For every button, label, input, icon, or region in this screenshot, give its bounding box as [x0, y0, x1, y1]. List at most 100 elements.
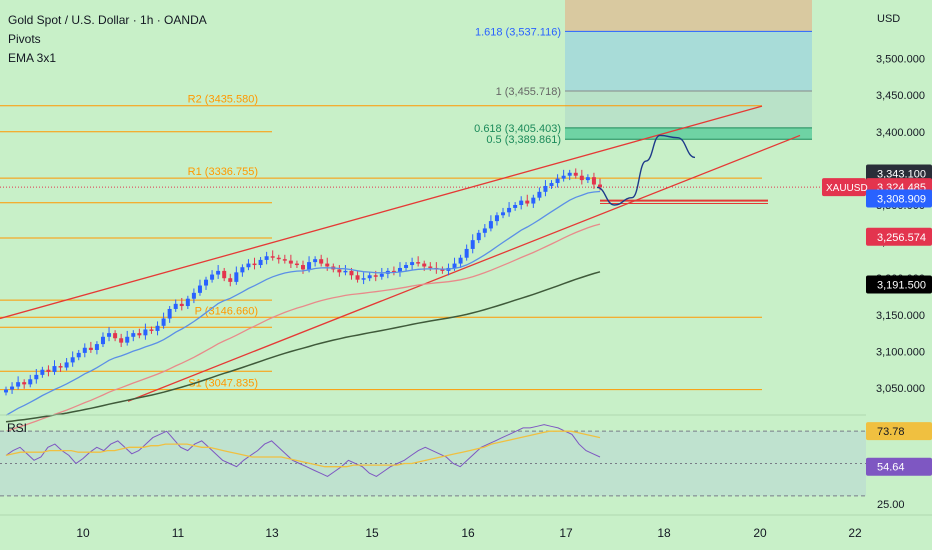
- chart-legend: Gold Spot / U.S. Dollar · 1h · OANDA Piv…: [8, 11, 207, 68]
- ema-mid-line: [5, 223, 601, 433]
- candle-body: [440, 269, 445, 271]
- candle-body: [28, 379, 33, 385]
- price-label-box: [866, 227, 932, 246]
- candle-body: [46, 369, 51, 372]
- candle-body: [307, 262, 312, 270]
- x-tick-label: 13: [265, 526, 279, 540]
- candle-body: [64, 362, 69, 368]
- candle-body: [555, 178, 560, 184]
- x-tick-label: 22: [848, 526, 862, 540]
- candle-body: [100, 336, 105, 345]
- fib-0618-zone: [565, 127, 812, 140]
- symbol-title[interactable]: Gold Spot / U.S. Dollar · 1h · OANDA: [8, 13, 207, 27]
- price-label-box: [866, 275, 932, 294]
- candle-body: [549, 183, 554, 186]
- rsi-value-label: 54.64: [877, 462, 905, 474]
- x-tick-label: 18: [657, 526, 671, 540]
- candle-body: [519, 200, 524, 205]
- ema-slow-line: [5, 271, 601, 423]
- ema-indicator-label[interactable]: EMA 3x1: [8, 51, 57, 65]
- candle-body: [125, 336, 130, 343]
- candle-body: [34, 374, 39, 380]
- rsi-line: [5, 424, 601, 477]
- symbol-tag: XAUUSD: [826, 183, 868, 194]
- candle-body: [537, 191, 542, 198]
- price-label: 3,191.500: [877, 279, 926, 291]
- candle-body: [228, 278, 233, 282]
- candle-body: [301, 265, 305, 270]
- candle-body: [10, 386, 15, 390]
- candle-body: [119, 338, 124, 343]
- y-tick-label: 3,500.000: [876, 54, 925, 66]
- candle-body: [361, 278, 366, 280]
- price-label-box: [866, 189, 932, 208]
- candle-body: [197, 285, 202, 293]
- candle-body: [258, 259, 263, 266]
- candle-body: [452, 263, 457, 268]
- candle-body: [113, 333, 118, 339]
- candle-body: [191, 292, 196, 299]
- pivot-label: P (3146.660): [195, 305, 258, 317]
- x-tick-label: 16: [461, 526, 475, 540]
- candle-body: [216, 270, 221, 275]
- candle-body: [482, 228, 487, 233]
- candle-body: [494, 215, 499, 222]
- x-tick-label: 15: [365, 526, 379, 540]
- candle-body: [567, 172, 572, 176]
- candle-body: [428, 266, 433, 268]
- rsi-value-box: [866, 457, 932, 476]
- y-tick-label: 3,050.000: [876, 383, 925, 395]
- candle-body: [288, 260, 293, 264]
- candle-body: [16, 382, 21, 387]
- channel-lower-line: [127, 134, 801, 402]
- candle-body: [276, 257, 281, 260]
- currency-label[interactable]: USD: [877, 13, 901, 25]
- fib-level-label: 1 (3,455.718): [496, 86, 561, 98]
- candle-body: [397, 267, 402, 273]
- candle-body: [222, 270, 227, 279]
- candle-body: [252, 263, 257, 266]
- candle-body: [379, 273, 384, 277]
- rsi-title[interactable]: RSI: [7, 421, 28, 435]
- candle-body: [470, 240, 475, 249]
- candle-body: [464, 248, 469, 258]
- candle-body: [52, 366, 57, 372]
- candle-body: [107, 333, 112, 337]
- fib-top-zone: [565, 0, 812, 32]
- candle-body: [543, 185, 548, 192]
- pivots-indicator-label[interactable]: Pivots: [8, 32, 41, 46]
- candle-body: [367, 275, 372, 279]
- symbol-tag-box: [822, 178, 866, 197]
- x-tick-label: 10: [76, 526, 90, 540]
- candle-body: [155, 325, 160, 331]
- candle-body: [204, 279, 209, 286]
- pivot-label: R1 (3336.755): [188, 166, 258, 178]
- candle-body: [501, 212, 506, 216]
- rsi-value-label: 73.78: [877, 426, 905, 438]
- candle-body: [349, 270, 354, 276]
- fib-1618-zone: [565, 31, 812, 91]
- candle-body: [270, 256, 275, 258]
- candle-body: [319, 259, 324, 264]
- candle-body: [525, 200, 530, 204]
- candle-body: [185, 298, 190, 307]
- candle-body: [294, 263, 299, 266]
- candle-body: [476, 232, 481, 241]
- y-tick-label: 3,450.000: [876, 90, 925, 102]
- x-tick-label: 17: [559, 526, 573, 540]
- candle-body: [76, 352, 81, 358]
- candle-body: [573, 172, 578, 176]
- candle-body: [22, 382, 27, 385]
- candle-body: [240, 267, 245, 273]
- candle-body: [210, 274, 215, 280]
- price-label: 3,343.100: [877, 168, 926, 180]
- y-tick-label: 3,400.000: [876, 127, 925, 139]
- ema-fast-line: [5, 190, 601, 416]
- projection-path: [596, 134, 696, 206]
- price-label: 3,308.909: [877, 193, 926, 205]
- candle-body: [161, 318, 166, 326]
- candle-body: [404, 265, 409, 268]
- rsi-tick-label: 25.00: [877, 499, 905, 511]
